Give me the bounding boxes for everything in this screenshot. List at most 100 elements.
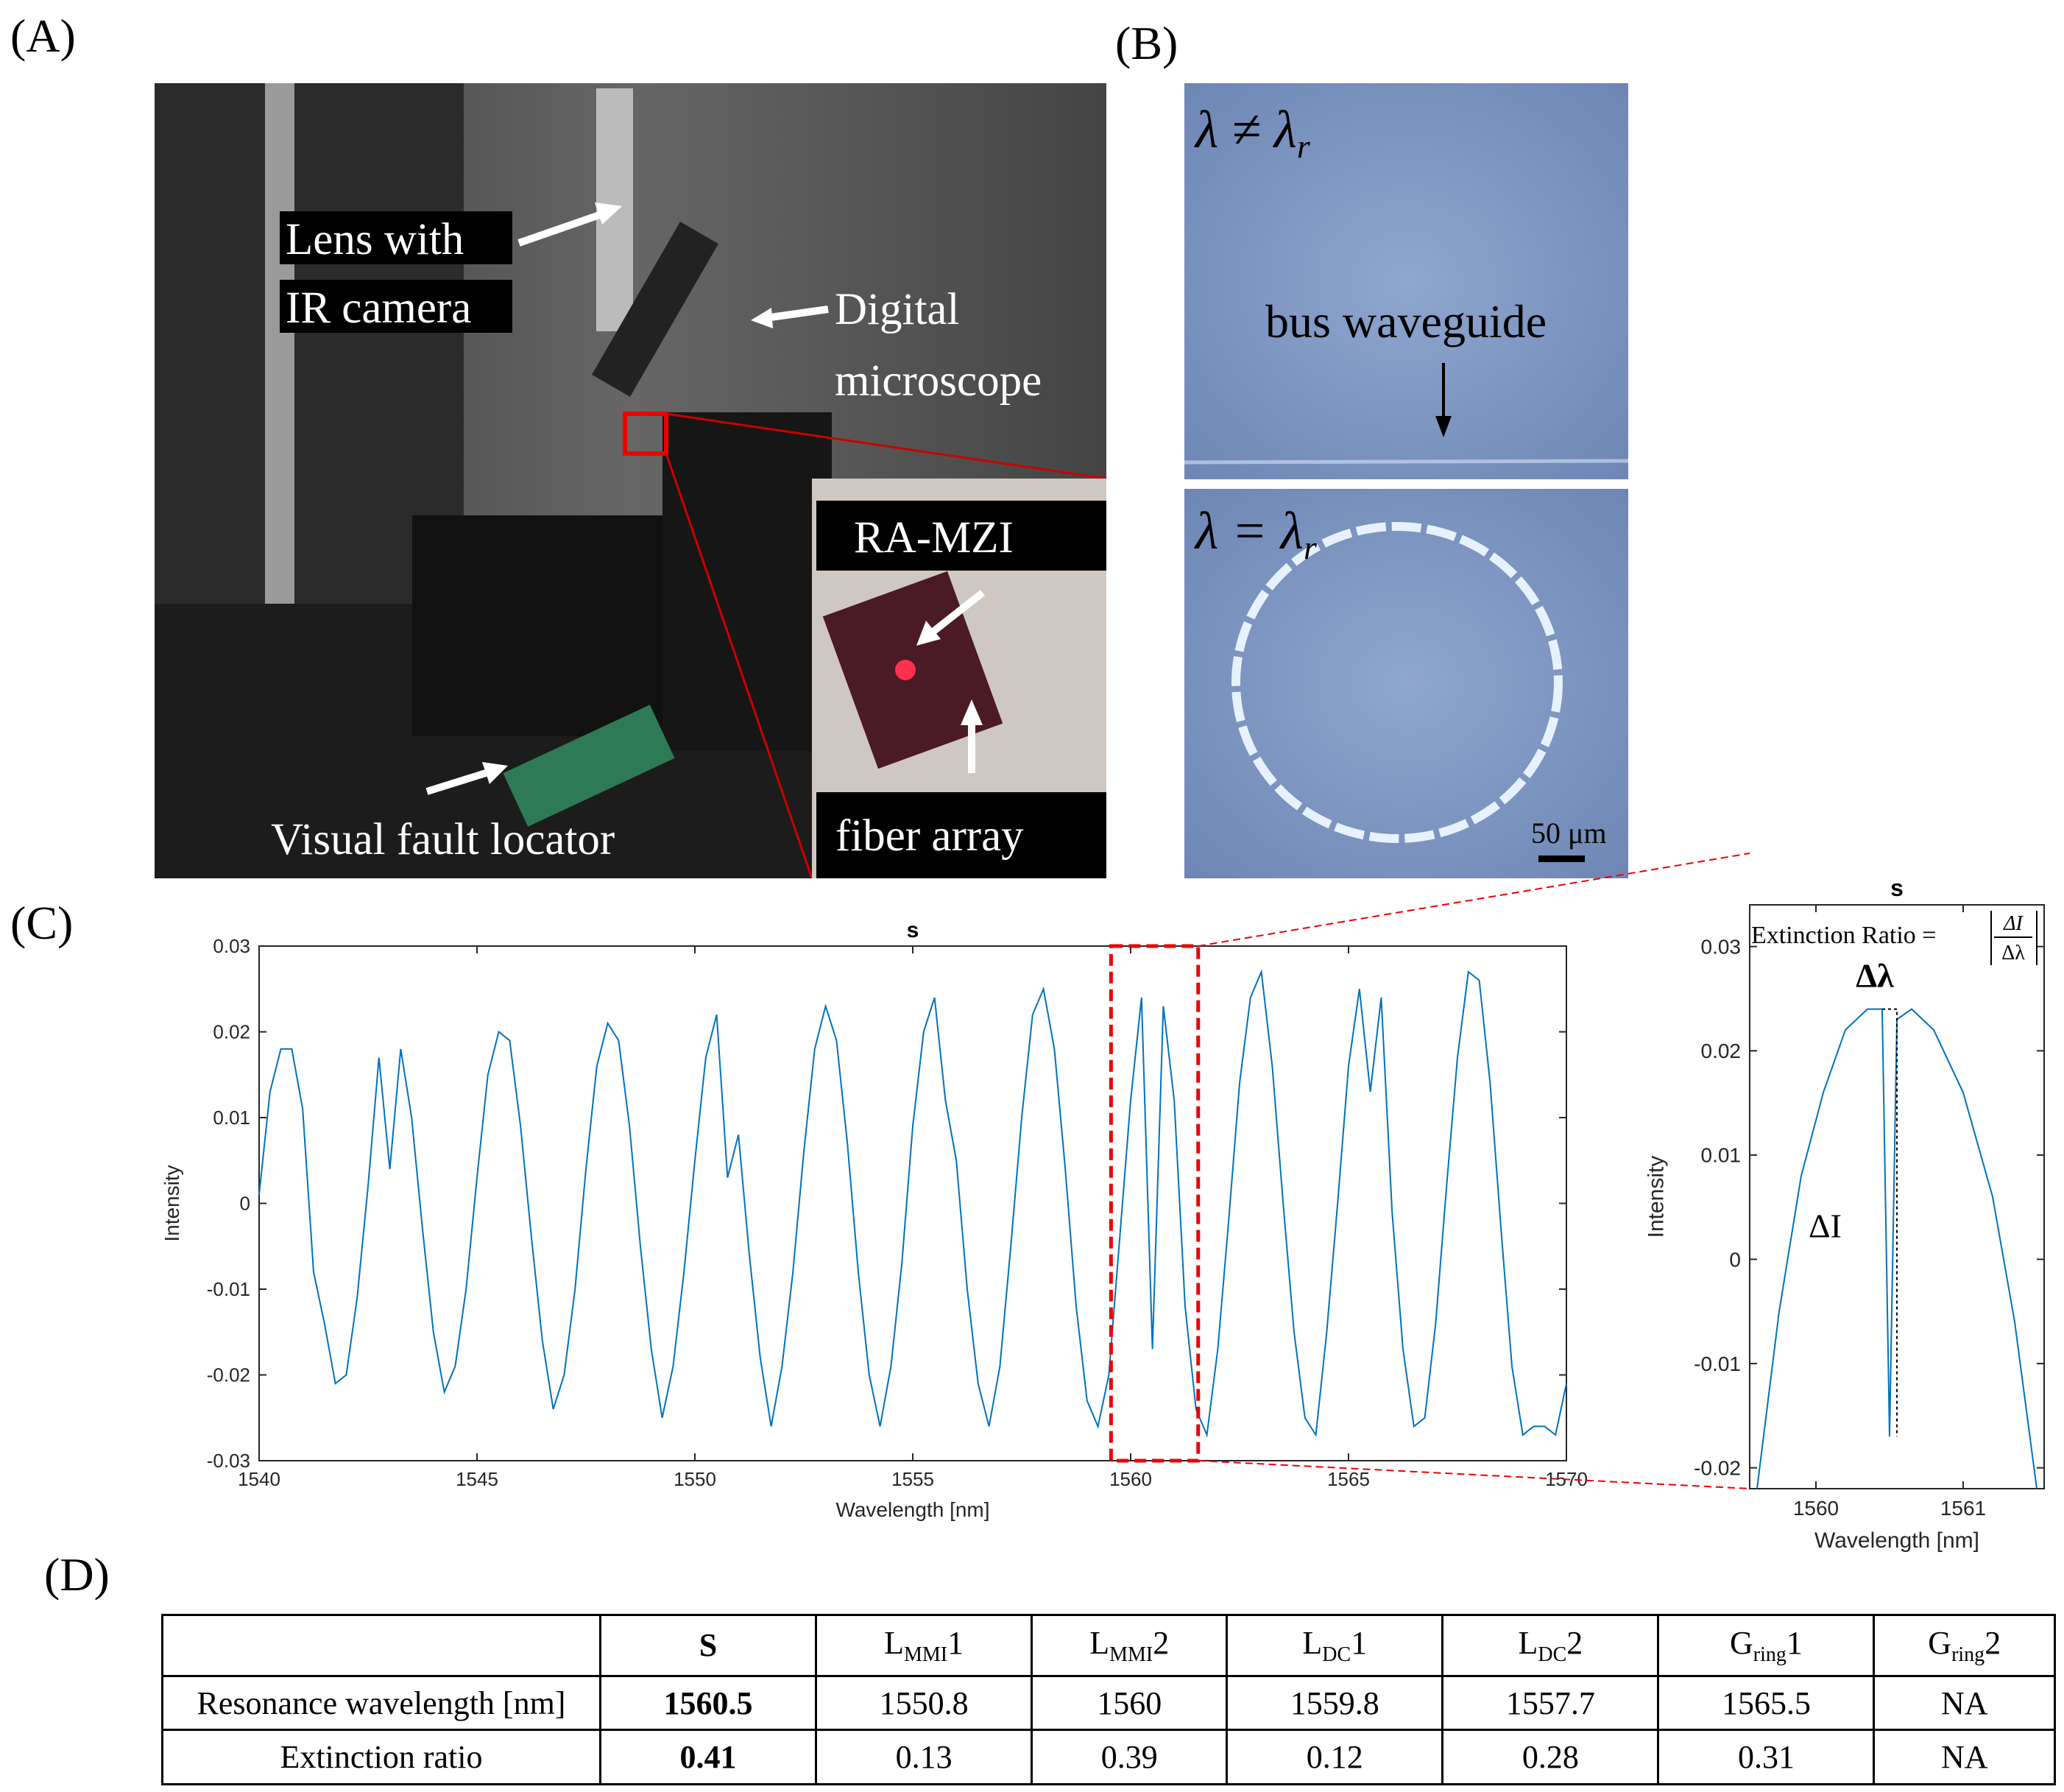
plot-area xyxy=(258,945,1567,1461)
chart-title: s xyxy=(1890,875,1904,901)
header-cell: LDC2 xyxy=(1441,1614,1660,1677)
table-cell: Extinction ratio xyxy=(161,1729,601,1785)
table-cell: 0.39 xyxy=(1031,1729,1229,1785)
x-tick-label: 1561 xyxy=(1940,1497,1986,1520)
table-cell: 1560.5 xyxy=(598,1674,818,1732)
photo-label: microscope xyxy=(835,356,1042,406)
table-cell: 1559.8 xyxy=(1226,1674,1444,1732)
header-sub: DC xyxy=(1538,1643,1567,1666)
y-tick-label: 0.03 xyxy=(1701,935,1742,958)
table-cell: 0.12 xyxy=(1226,1729,1444,1785)
y-tick-label: 0.01 xyxy=(1701,1144,1742,1167)
formula-denominator: Δλ xyxy=(2001,942,2025,964)
x-tick-label: 1540 xyxy=(238,1468,280,1490)
y-tick-label: -0.03 xyxy=(207,1450,250,1472)
table-cell: 1565.5 xyxy=(1657,1674,1876,1732)
table-header: S LMMI1 LMMI2 LDC1 LDC2 Gring1 Gring2 xyxy=(161,1614,2056,1677)
y-tick-label: 0.02 xyxy=(1701,1040,1742,1062)
header-suffix: 2 xyxy=(1566,1625,1583,1662)
formula-numerator: ΔI xyxy=(2003,912,2024,935)
header-sub: ring xyxy=(1951,1643,1985,1666)
table-cell: 1560 xyxy=(1031,1674,1229,1732)
header-main: G xyxy=(1730,1625,1753,1662)
header-main: L xyxy=(1089,1625,1110,1662)
condition-text: λ ≠ λ xyxy=(1194,100,1297,159)
table-corner xyxy=(161,1614,601,1677)
zoom-connector xyxy=(1198,853,1750,947)
y-tick-label: -0.01 xyxy=(1694,1352,1741,1375)
formula-text: Extinction Ratio = xyxy=(1751,922,1936,949)
table-cell: 1557.7 xyxy=(1441,1674,1660,1732)
charts: 1540154515501555156015651570-0.03-0.02-0… xyxy=(160,853,2045,1553)
panel-label: (A) xyxy=(10,10,76,62)
table-cell: 1550.8 xyxy=(815,1674,1033,1732)
chart-title: s xyxy=(907,918,919,942)
table-cell: NA xyxy=(1873,1674,2056,1732)
condition-sub: r xyxy=(1297,127,1311,165)
photo-label: IR camera xyxy=(286,283,471,333)
header-sub: DC xyxy=(1322,1643,1351,1666)
y-axis-label: Intensity xyxy=(1644,1156,1668,1238)
annotation: Δλ xyxy=(1856,957,1894,995)
annotation: ΔI xyxy=(1809,1207,1842,1244)
y-tick-label: -0.01 xyxy=(207,1278,250,1300)
panel-label: (C) xyxy=(10,897,73,949)
photo-label: Digital xyxy=(835,285,959,334)
photo-a: Lens with IR camera Digital microscope R… xyxy=(155,83,1107,879)
spectrum-line xyxy=(1756,1008,2038,1489)
header-suffix: 1 xyxy=(1351,1625,1368,1662)
x-tick-label: 1560 xyxy=(1793,1497,1839,1520)
header-main: L xyxy=(1518,1625,1538,1662)
y-tick-label: 0 xyxy=(240,1193,250,1215)
table-cell: 0.31 xyxy=(1657,1729,1876,1785)
table-cell: NA xyxy=(1873,1729,2056,1785)
y-tick-label: 0.01 xyxy=(213,1107,250,1129)
photo-label: Lens with xyxy=(286,215,464,264)
results-table: S LMMI1 LMMI2 LDC1 LDC2 Gring1 Gring2 Resonanc… xyxy=(161,1614,2056,1785)
header-suffix: 1 xyxy=(1786,1625,1803,1662)
x-tick-label: 1550 xyxy=(674,1468,716,1490)
header-suffix: 1 xyxy=(947,1625,964,1662)
formula: Extinction Ratio = xyxy=(1751,922,1936,949)
header-cell: LMMI2 xyxy=(1031,1614,1229,1677)
zoom-box xyxy=(1109,944,1201,1463)
y-tick-label: -0.02 xyxy=(207,1364,250,1386)
photo-b: λ ≠ λr λ = λr bus waveguide 50 μm xyxy=(1184,83,1629,878)
delta-marker xyxy=(1882,1008,1898,1437)
table-row: Resonance wavelength [nm] 1560.5 1550.8 156… xyxy=(161,1674,2056,1732)
x-tick-label: 1560 xyxy=(1109,1468,1152,1490)
x-tick-label: 1545 xyxy=(456,1468,498,1490)
header-cell: S xyxy=(598,1614,818,1677)
spectrum-line xyxy=(258,969,1567,1438)
scale-label: 50 μm xyxy=(1531,816,1607,850)
table-cell: Resonance wavelength [nm] xyxy=(161,1674,601,1732)
header-sub: MMI xyxy=(904,1643,948,1666)
zoom-connector xyxy=(1198,1460,1750,1489)
x-tick-label: 1565 xyxy=(1327,1468,1370,1490)
x-axis-label: Wavelength [nm] xyxy=(835,1498,989,1521)
photo-label: RA-MZI xyxy=(854,513,1014,562)
header-suffix: 2 xyxy=(1985,1625,2001,1662)
header-main: S xyxy=(699,1627,718,1664)
condition-label: λ ≠ λr xyxy=(1194,100,1311,165)
table-cell: 0.41 xyxy=(598,1729,818,1785)
header-main: L xyxy=(884,1625,904,1662)
condition-label: λ = λr xyxy=(1194,501,1318,566)
condition-text: λ = λ xyxy=(1194,501,1304,560)
y-tick-label: 0.02 xyxy=(213,1021,250,1043)
y-axis-label: Intensity xyxy=(160,1165,183,1241)
panel-label: (B) xyxy=(1115,17,1178,69)
header-sub: MMI xyxy=(1109,1643,1153,1666)
header-cell: LMMI1 xyxy=(815,1614,1033,1677)
header-main: L xyxy=(1302,1625,1323,1662)
header-main: G xyxy=(1928,1625,1952,1662)
header-cell: Gring1 xyxy=(1657,1614,1876,1677)
condition-sub: r xyxy=(1304,529,1318,566)
header-suffix: 2 xyxy=(1153,1625,1170,1662)
table-cell: 0.28 xyxy=(1441,1729,1660,1785)
x-axis-label: Wavelength [nm] xyxy=(1814,1528,1979,1553)
x-tick-label: 1555 xyxy=(891,1468,934,1490)
y-tick-label: 0.03 xyxy=(213,935,250,957)
